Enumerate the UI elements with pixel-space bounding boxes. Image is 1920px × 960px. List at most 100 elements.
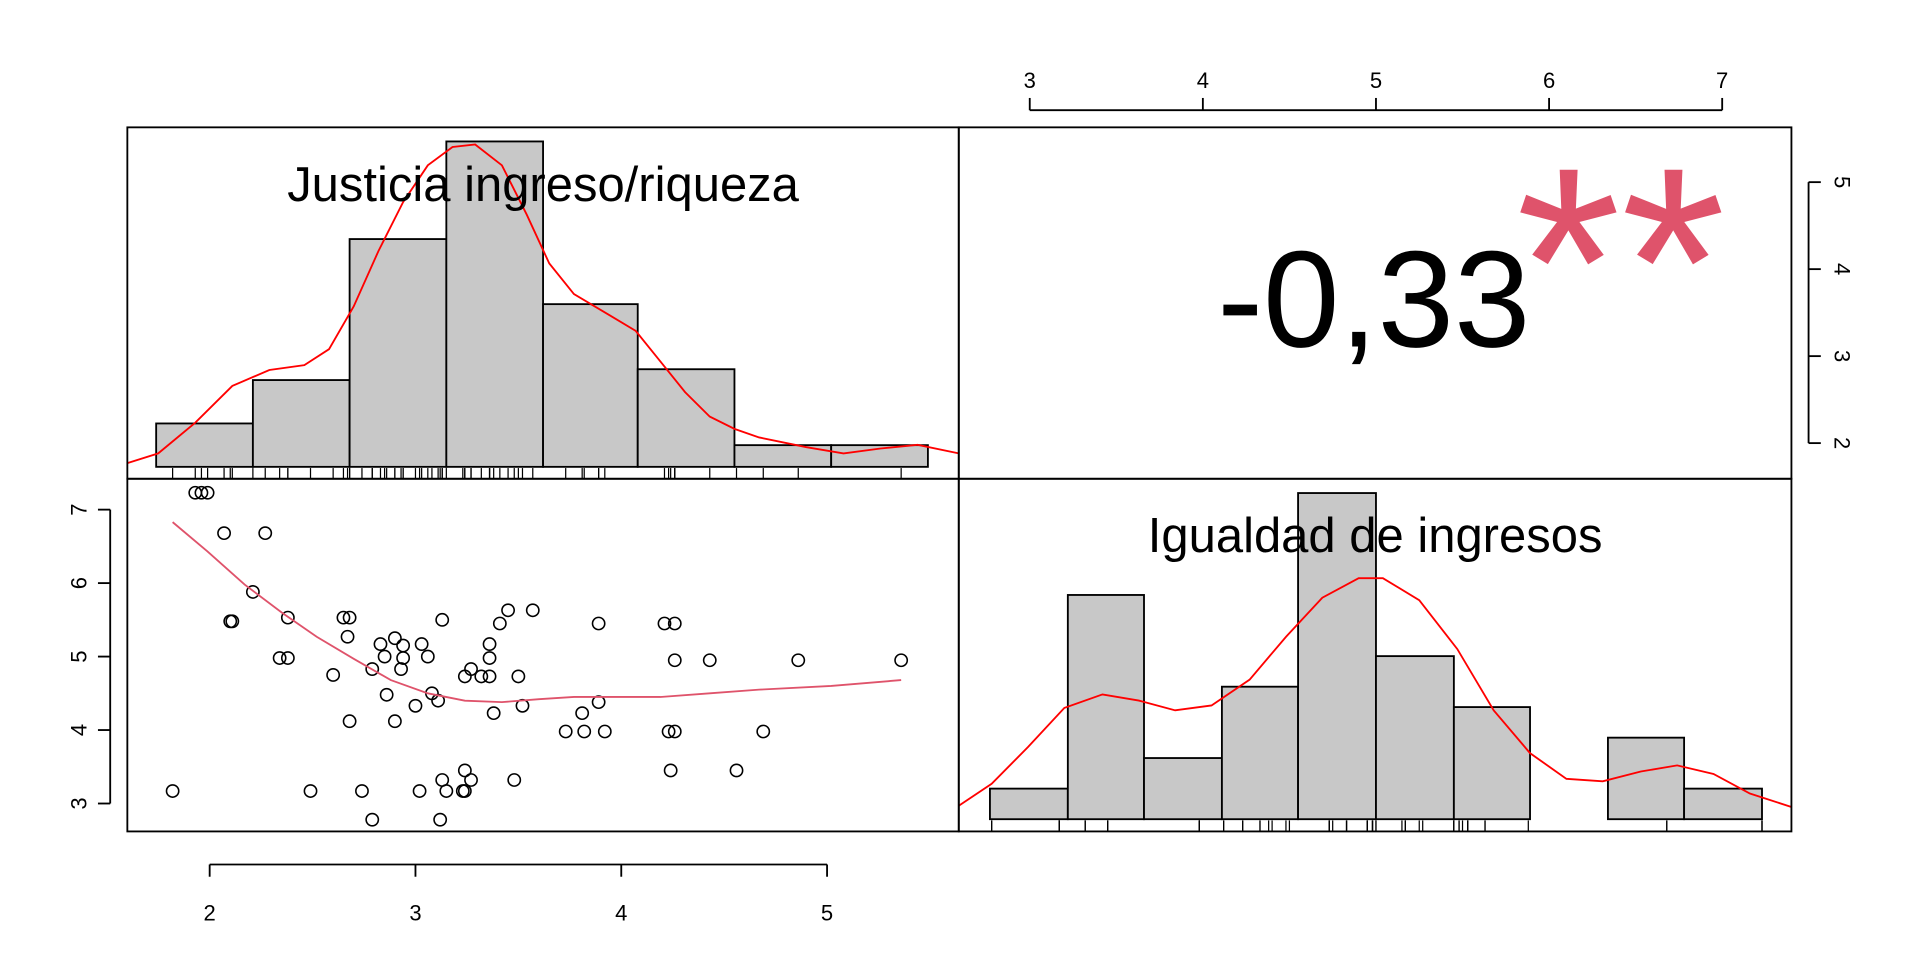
scatter-point <box>439 784 454 798</box>
x-tick-label: 5 <box>821 901 833 926</box>
scatter-point <box>575 706 590 721</box>
histogram-bar <box>445 140 544 468</box>
scatter-point <box>408 698 423 713</box>
histogram-bar <box>1607 736 1686 821</box>
panel-title: Igualdad de ingresos <box>1148 509 1603 563</box>
scatter-point <box>280 610 295 625</box>
x-tick-label: 2 <box>204 901 216 926</box>
scatter-point <box>377 649 392 664</box>
scatter-point <box>663 763 678 778</box>
scatter-point <box>280 651 295 665</box>
scatter-point <box>457 784 472 798</box>
histogram-bar <box>636 368 736 468</box>
scatter-point <box>729 763 744 778</box>
scatter-point <box>482 651 497 665</box>
histogram-bar <box>830 444 929 468</box>
scatter-point <box>756 724 771 739</box>
scatter-point <box>667 616 682 631</box>
scatter-point <box>340 629 355 644</box>
y-tick-label: 6 <box>67 577 92 589</box>
scatter-point <box>194 485 209 500</box>
histogram-bar <box>989 787 1069 821</box>
scatter-point <box>326 668 341 682</box>
scatter-point <box>342 610 357 625</box>
scatter-point <box>396 651 411 665</box>
histogram-bar <box>1683 787 1763 821</box>
y-tick-label: 4 <box>67 724 92 736</box>
scatter-point <box>379 687 394 702</box>
scatter-point <box>667 724 682 739</box>
scatter-point <box>217 526 231 541</box>
x-tick-label: 4 <box>615 901 627 926</box>
scatter-point <box>387 631 402 646</box>
histogram-bar <box>1375 655 1455 821</box>
scatter-point <box>894 653 909 668</box>
x-tick-label: 5 <box>1370 68 1382 93</box>
scatter-point <box>702 653 717 668</box>
histogram-bar <box>1297 492 1377 821</box>
scatter-point <box>272 651 287 665</box>
x-tick-label: 3 <box>1024 68 1036 93</box>
scatter-point <box>355 784 369 798</box>
histogram-bar <box>251 379 351 468</box>
x-tick-label: 4 <box>1197 68 1209 93</box>
scatter-point <box>435 612 450 627</box>
panel-frames <box>126 126 1793 833</box>
scatter-point <box>165 784 180 798</box>
y-tick-label: 3 <box>1830 350 1855 362</box>
scatter-point <box>365 662 380 676</box>
scatter-point <box>433 812 448 827</box>
histogram-bar <box>1452 706 1531 821</box>
scatter-point <box>591 695 606 710</box>
y-tick-label: 5 <box>67 650 92 662</box>
plot-layer: Justicia ingreso/riqueza 3 4 5 6 7 2 3 4 5 -0,33**… <box>67 68 1855 926</box>
scatter-point <box>501 603 515 618</box>
y-tick-label: 3 <box>67 797 92 809</box>
scatter-point <box>492 616 507 631</box>
scatter-point <box>577 724 592 739</box>
scatter-point <box>791 653 806 668</box>
scatter-point <box>474 669 489 684</box>
scatter-point <box>464 662 478 676</box>
scatter-point <box>464 773 478 787</box>
scatter-point <box>482 637 497 651</box>
scatter-point <box>591 616 606 631</box>
scatter-point <box>511 669 526 684</box>
scatter-point <box>457 763 472 778</box>
scatter-point <box>482 669 497 684</box>
x-tick-label: 7 <box>1716 68 1728 93</box>
histogram-bar <box>542 303 639 468</box>
histogram-bar <box>348 238 448 468</box>
correlation-value: -0,33 <box>1217 224 1530 377</box>
scatter-point <box>597 724 612 739</box>
x-tick-label: 6 <box>1543 68 1555 93</box>
scatter-point <box>657 616 672 631</box>
density-curve <box>958 577 1792 808</box>
scatter-point <box>373 637 388 651</box>
scatter-point <box>365 812 380 827</box>
histogram-bar <box>1143 757 1223 821</box>
y-tick-label: 4 <box>1830 263 1855 275</box>
scatter-point <box>414 637 429 651</box>
scatter-point <box>420 649 435 664</box>
significance-stars: ** <box>1516 112 1726 413</box>
scatter-point <box>486 706 501 721</box>
scatter-point <box>507 773 522 787</box>
scatter-point <box>258 526 273 541</box>
scatter-point <box>661 724 676 739</box>
scatter-point <box>245 584 260 599</box>
scatter-point <box>225 614 240 629</box>
fit-line <box>172 521 902 704</box>
scatter-point <box>394 662 408 676</box>
y-tick-label: 5 <box>1830 176 1855 188</box>
histogram-bar <box>155 422 254 468</box>
scatter-point <box>303 784 318 798</box>
panel-title: Justicia ingreso/riqueza <box>287 158 799 212</box>
scatter-point <box>336 610 351 625</box>
scatter-point <box>667 653 682 668</box>
scatter-point <box>387 714 402 729</box>
scatter-point <box>525 603 540 618</box>
